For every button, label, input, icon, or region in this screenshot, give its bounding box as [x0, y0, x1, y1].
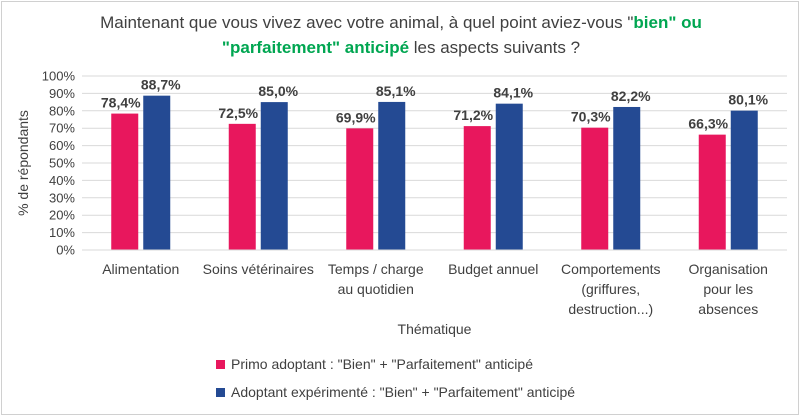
category-label: (griffures, — [581, 281, 640, 297]
data-label: 88,7% — [141, 77, 181, 93]
category-label: destruction...) — [568, 301, 653, 317]
data-label: 66,3% — [688, 116, 728, 132]
y-tick-label: 30% — [49, 190, 75, 205]
legend-swatch — [216, 360, 225, 369]
y-tick-label: 80% — [49, 103, 75, 118]
legend-label: Adoptant expérimenté : "Bien" + "Parfait… — [231, 384, 575, 400]
data-label: 78,4% — [101, 95, 141, 111]
y-tick-label: 40% — [49, 173, 75, 188]
data-label: 69,9% — [336, 109, 376, 125]
bar-experimente — [730, 110, 758, 250]
title-highlight2: "parfaitement" anticipé — [221, 38, 410, 57]
title-highlight1: bien" ou — [633, 13, 702, 32]
bar-primo — [228, 123, 256, 250]
data-label: 82,2% — [611, 88, 651, 104]
bar-experimente — [378, 101, 406, 251]
category-label: Budget annuel — [448, 261, 538, 277]
category-label: au quotidien — [338, 281, 414, 297]
data-label: 84,1% — [493, 85, 533, 101]
bar-primo — [111, 113, 139, 250]
y-tick-label: 20% — [49, 208, 75, 223]
category-label: Comportements — [561, 261, 661, 277]
bar-primo — [698, 134, 726, 250]
y-tick-label: 50% — [49, 156, 75, 171]
bar-experimente — [613, 106, 641, 250]
category-label: Soins vétérinaires — [203, 261, 314, 277]
x-axis-title: Thématique — [398, 321, 472, 337]
data-label: 72,5% — [218, 105, 258, 121]
title-part2: les aspects suivants ? — [409, 38, 581, 57]
bar-primo — [346, 128, 374, 250]
bar-experimente — [260, 102, 288, 250]
y-tick-label: 90% — [49, 86, 75, 101]
legend-swatch — [216, 388, 225, 397]
chart-title: Maintenant que vous vivez avec votre ani… — [2, 10, 800, 60]
bar-primo — [581, 127, 609, 250]
y-tick-label: 100% — [42, 69, 76, 84]
data-label: 80,1% — [728, 92, 768, 108]
y-tick-label: 60% — [49, 138, 75, 153]
y-tick-label: 0% — [56, 243, 75, 258]
bar-primo — [463, 126, 491, 250]
data-label: 71,2% — [453, 107, 493, 123]
y-tick-label: 10% — [49, 225, 75, 240]
data-label: 85,1% — [376, 83, 416, 99]
bar-experimente — [495, 103, 523, 250]
title-part1: Maintenant que vous vivez avec votre ani… — [100, 13, 634, 32]
category-label: Organisation — [689, 261, 768, 277]
y-tick-label: 70% — [49, 121, 75, 136]
category-label: Temps / charge — [328, 261, 424, 277]
y-axis-title: % de répondants — [15, 110, 31, 216]
category-label: Alimentation — [102, 261, 179, 277]
data-label: 70,3% — [571, 109, 611, 125]
category-label: absences — [698, 301, 758, 317]
legend-label: Primo adoptant : "Bien" + "Parfaitement"… — [231, 356, 533, 372]
bar-experimente — [143, 95, 171, 250]
data-label: 85,0% — [258, 83, 298, 99]
category-label: pour les — [703, 281, 753, 297]
